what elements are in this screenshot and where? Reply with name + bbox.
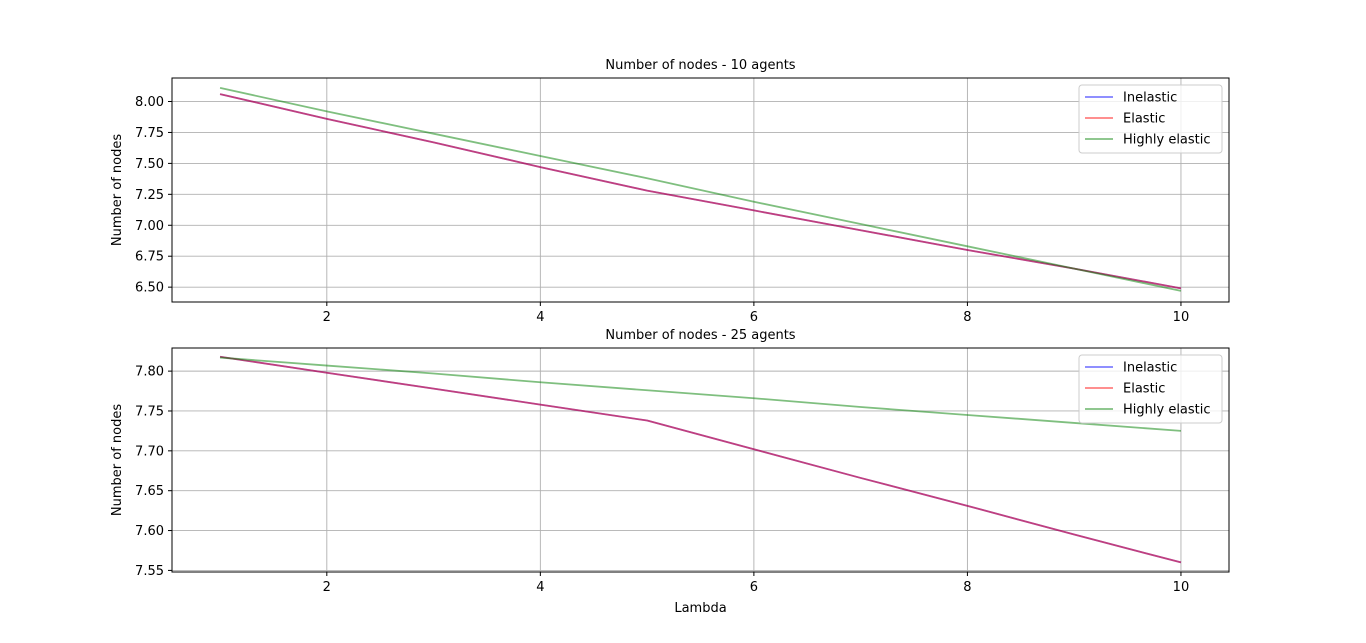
y-tick-label: 7.65 [135, 484, 164, 499]
legend-label: Elastic [1123, 112, 1165, 127]
x-tick-label: 8 [963, 310, 971, 325]
legend: Inelastic Elastic Highly elastic [1078, 354, 1223, 424]
chart-title: Number of nodes - 10 agents [605, 58, 795, 73]
y-tick-label: 7.75 [135, 404, 164, 419]
legend-label: Inelastic [1123, 91, 1177, 106]
y-tick-label: 7.70 [135, 444, 164, 459]
y-tick-label: 6.50 [135, 281, 164, 296]
y-axis-label: Number of nodes [110, 404, 125, 516]
plot-area [172, 348, 1229, 572]
chart-panel-25-agents: 2 4 6 8 10 7.55 7.60 7.65 7.70 7.75 7.80 Number of … [110, 328, 1230, 616]
chart-title: Number of nodes - 25 agents [605, 328, 795, 343]
x-tick-label: 2 [323, 310, 331, 325]
legend-box [1078, 84, 1223, 154]
series-line-highly-elastic [219, 87, 1182, 292]
y-tick-label: 7.55 [135, 564, 164, 579]
y-tick-label: 8.00 [135, 95, 164, 110]
x-tick-label: 2 [323, 580, 331, 595]
series-line-elastic [219, 93, 1182, 290]
legend-label: Elastic [1123, 382, 1165, 397]
y-tick-label: 7.25 [135, 188, 164, 203]
legend-label: Highly elastic [1123, 403, 1211, 418]
series-line-elastic [219, 355, 1182, 564]
y-tick-label: 7.80 [135, 365, 164, 380]
x-axis-label: Lambda [674, 601, 726, 616]
y-tick-label: 6.75 [135, 250, 164, 265]
chart-panel-10-agents: 2 4 6 8 10 6.50 6.75 7.00 7.25 7.50 7.75 8.00 Number… [110, 58, 1230, 325]
x-tick-label: 10 [1173, 580, 1190, 595]
series-line-highly-elastic [219, 356, 1182, 432]
x-tick-label: 10 [1173, 310, 1190, 325]
x-tick-label: 4 [536, 580, 544, 595]
x-tick-label: 4 [536, 310, 544, 325]
y-tick-label: 7.50 [135, 157, 164, 172]
axes-frame [171, 347, 1230, 573]
y-tick-label: 7.75 [135, 126, 164, 141]
x-tick-label: 6 [750, 310, 758, 325]
x-tick-label: 6 [750, 580, 758, 595]
y-axis-label: Number of nodes [110, 134, 125, 246]
legend: Inelastic Elastic Highly elastic [1078, 84, 1223, 154]
legend-label: Highly elastic [1123, 133, 1211, 148]
legend-label: Inelastic [1123, 361, 1177, 376]
y-tick-label: 7.00 [135, 219, 164, 234]
legend-box [1078, 354, 1223, 424]
x-tick-label: 8 [963, 580, 971, 595]
y-tick-label: 7.60 [135, 524, 164, 539]
axes-frame [171, 77, 1230, 303]
